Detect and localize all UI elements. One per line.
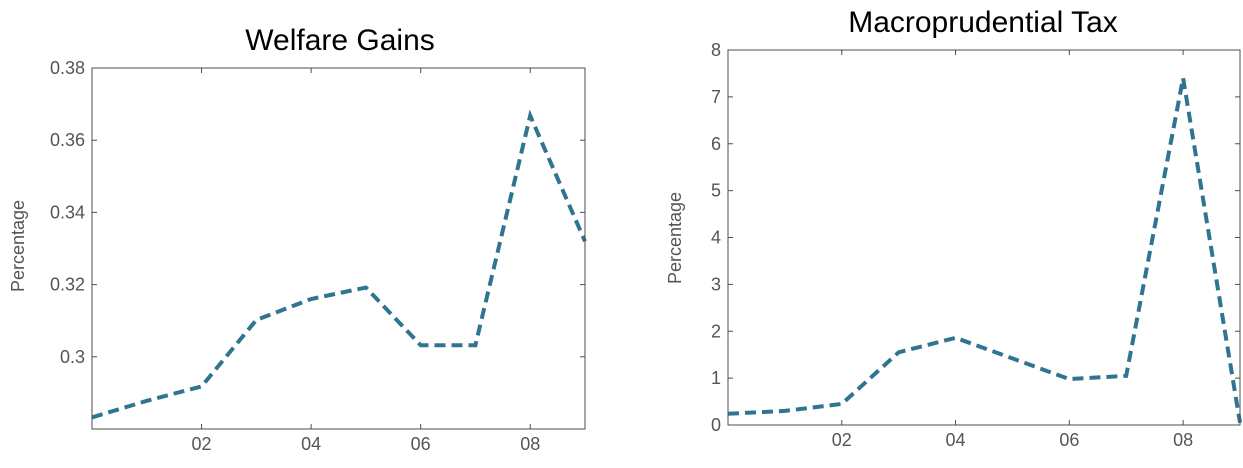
y-tick-label: 0.34 bbox=[50, 202, 85, 222]
x-tick-label: 04 bbox=[301, 434, 321, 454]
y-tick-label: 0.32 bbox=[50, 275, 85, 295]
chart-title: Welfare Gains bbox=[245, 24, 435, 57]
chart-title: Macroprudential Tax bbox=[848, 6, 1118, 39]
y-axis-label: Percentage bbox=[665, 192, 685, 284]
x-tick-label: 08 bbox=[520, 434, 540, 454]
plot-frame bbox=[727, 49, 1241, 426]
series-line-0 bbox=[727, 77, 1242, 424]
series-line-0 bbox=[91, 109, 587, 420]
y-tick-label: 4 bbox=[711, 228, 721, 248]
y-axis-label: Percentage bbox=[8, 200, 28, 292]
axis-ticks bbox=[728, 49, 1240, 426]
tick-labels: 02 04 06 08 0 1 2 3 4 5 6 7 8 bbox=[711, 40, 1193, 450]
x-tick-label: 02 bbox=[192, 434, 212, 454]
x-tick-label: 06 bbox=[411, 434, 431, 454]
y-tick-label: 2 bbox=[711, 321, 721, 341]
y-tick-label: 1 bbox=[711, 368, 721, 388]
tick-labels: 02 04 06 08 0.3 0.32 0.34 0.36 0.38 bbox=[50, 58, 540, 454]
y-tick-label: 0.38 bbox=[50, 58, 85, 78]
series-lines bbox=[727, 77, 1242, 424]
y-tick-label: 0 bbox=[711, 415, 721, 435]
plot-frame bbox=[91, 67, 586, 430]
y-tick-label: 0.3 bbox=[60, 347, 85, 367]
macroprudential-tax-chart: Macroprudential Tax Percentage 02 04 06 080… bbox=[665, 6, 1242, 450]
x-tick-label: 02 bbox=[832, 430, 852, 450]
axis-ticks bbox=[92, 67, 585, 429]
y-tick-label: 6 bbox=[711, 134, 721, 154]
y-tick-label: 3 bbox=[711, 274, 721, 294]
y-tick-label: 7 bbox=[711, 87, 721, 107]
y-tick-label: 8 bbox=[711, 40, 721, 60]
x-tick-label: 08 bbox=[1173, 430, 1193, 450]
series-lines bbox=[91, 109, 587, 420]
welfare-gains-chart: Welfare Gains Percentage 02 04 06 08 0.3 0.32… bbox=[8, 24, 587, 454]
x-tick-label: 06 bbox=[1059, 430, 1079, 450]
y-tick-label: 0.36 bbox=[50, 130, 85, 150]
x-tick-label: 04 bbox=[946, 430, 966, 450]
y-tick-label: 5 bbox=[711, 181, 721, 201]
